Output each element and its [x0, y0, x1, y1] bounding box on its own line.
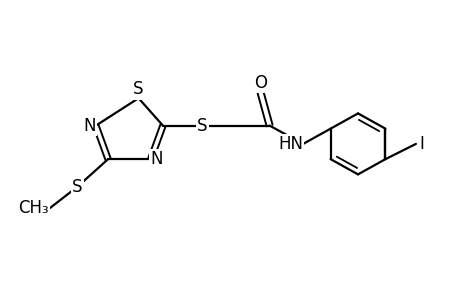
Text: O: O	[253, 74, 266, 92]
Text: S: S	[133, 80, 144, 98]
Text: S: S	[72, 178, 83, 196]
Text: I: I	[418, 135, 423, 153]
Text: N: N	[151, 150, 163, 168]
Text: S: S	[197, 117, 207, 135]
Text: N: N	[83, 117, 95, 135]
Text: HN: HN	[278, 135, 302, 153]
Text: CH₃: CH₃	[18, 199, 49, 217]
